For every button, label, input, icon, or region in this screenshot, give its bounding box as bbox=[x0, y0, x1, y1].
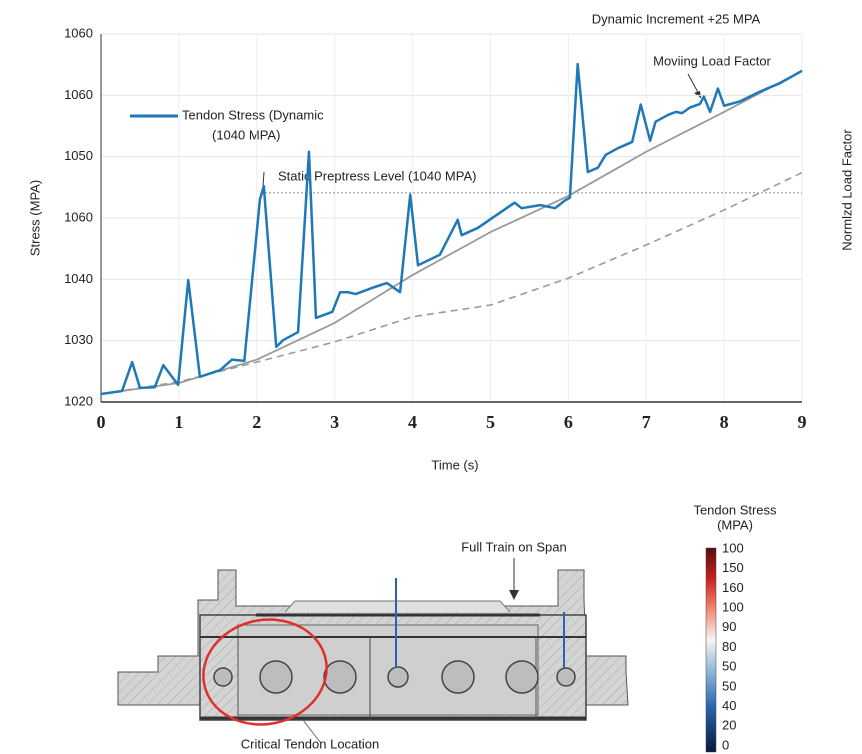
colorbar-tick-label: 80 bbox=[722, 639, 736, 654]
x-tick-label: 1 bbox=[174, 412, 183, 432]
colorbar-tick-label: 40 bbox=[722, 698, 736, 713]
y-tick-label: 1040 bbox=[64, 271, 93, 286]
colorbar-unit: (MPA) bbox=[717, 517, 753, 532]
y-tick-label: 1060 bbox=[64, 87, 93, 102]
x-tick-label: 7 bbox=[642, 412, 651, 432]
x-tick-label: 2 bbox=[252, 412, 261, 432]
colorbar-tick-label: 50 bbox=[722, 678, 736, 693]
x-tick-label: 5 bbox=[486, 412, 495, 432]
reference-label: Static Preptress Level (1040 MPA) bbox=[278, 168, 476, 183]
annotation-arrow bbox=[262, 171, 265, 187]
cross-section bbox=[117, 547, 717, 753]
series-line bbox=[100, 62, 803, 396]
y2-axis-label: Normlzd Load Factor bbox=[839, 129, 854, 251]
y-tick-label: 1030 bbox=[64, 332, 93, 347]
y-axis-label: Stress (MPA) bbox=[27, 180, 42, 256]
diagram-label: Critical Tendon Location bbox=[241, 736, 380, 751]
legend-note: (1040 MPA) bbox=[212, 127, 280, 142]
y-tick-label: 1050 bbox=[64, 148, 93, 163]
colorbar-tick-label: 160 bbox=[722, 580, 744, 595]
colorbar-title: Tendon Stress bbox=[693, 502, 777, 517]
x-tick-label: 3 bbox=[330, 412, 339, 432]
x-tick-label: 8 bbox=[720, 412, 729, 432]
x-axis-label: Time (s) bbox=[431, 457, 478, 472]
colorbar-tick-label: 20 bbox=[722, 718, 736, 733]
y-tick-label: 1020 bbox=[64, 393, 93, 408]
x-tick-label: 0 bbox=[97, 412, 106, 432]
colorbar-tick-label: 100 bbox=[722, 540, 744, 555]
y-tick-label: 1060 bbox=[64, 25, 93, 40]
colorbar-tick-label: 50 bbox=[722, 659, 736, 674]
y-tick-label: 1060 bbox=[64, 209, 93, 224]
diagram-label: Full Train on Span bbox=[461, 539, 567, 554]
x-tick-label: 4 bbox=[408, 412, 417, 432]
x-tick-label: 6 bbox=[564, 412, 573, 432]
x-tick-label: 9 bbox=[798, 412, 807, 432]
annotation: Dynamic Increment +25 MPA bbox=[592, 11, 761, 26]
colorbar-tick-label: 0 bbox=[722, 737, 729, 752]
annotation-arrowhead bbox=[694, 91, 701, 98]
legend-label: Tendon Stress (Dynamic bbox=[182, 107, 324, 122]
colorbar-tick-label: 90 bbox=[722, 619, 736, 634]
colorbar-tick-label: 150 bbox=[722, 560, 744, 575]
series-line bbox=[100, 171, 803, 395]
colorbar-tick-label: 100 bbox=[722, 600, 744, 615]
annotation: Moviing Load Factor bbox=[653, 53, 771, 68]
